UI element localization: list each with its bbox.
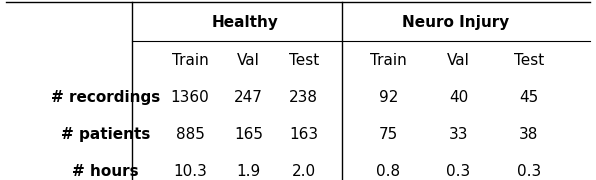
Text: 45: 45: [519, 90, 538, 105]
Text: 165: 165: [234, 127, 263, 142]
Text: Healthy: Healthy: [212, 15, 279, 30]
Text: # recordings: # recordings: [51, 90, 160, 105]
Text: Test: Test: [288, 53, 319, 68]
Text: 0.3: 0.3: [446, 164, 471, 179]
Text: 247: 247: [234, 90, 263, 105]
Text: Val: Val: [237, 53, 260, 68]
Text: 10.3: 10.3: [173, 164, 207, 179]
Text: 92: 92: [379, 90, 398, 105]
Text: 1.9: 1.9: [236, 164, 260, 179]
Text: Test: Test: [514, 53, 544, 68]
Text: Train: Train: [370, 53, 407, 68]
Text: 40: 40: [449, 90, 468, 105]
Text: Train: Train: [172, 53, 209, 68]
Text: 2.0: 2.0: [292, 164, 316, 179]
Text: Neuro Injury: Neuro Injury: [402, 15, 510, 30]
Text: 0.8: 0.8: [377, 164, 401, 179]
Text: 885: 885: [175, 127, 204, 142]
Text: 75: 75: [379, 127, 398, 142]
Text: 1360: 1360: [170, 90, 209, 105]
Text: 238: 238: [289, 90, 318, 105]
Text: # hours: # hours: [72, 164, 138, 179]
Text: 33: 33: [449, 127, 468, 142]
Text: # patients: # patients: [61, 127, 150, 142]
Text: 0.3: 0.3: [517, 164, 541, 179]
Text: 163: 163: [289, 127, 318, 142]
Text: Val: Val: [447, 53, 470, 68]
Text: 38: 38: [519, 127, 538, 142]
